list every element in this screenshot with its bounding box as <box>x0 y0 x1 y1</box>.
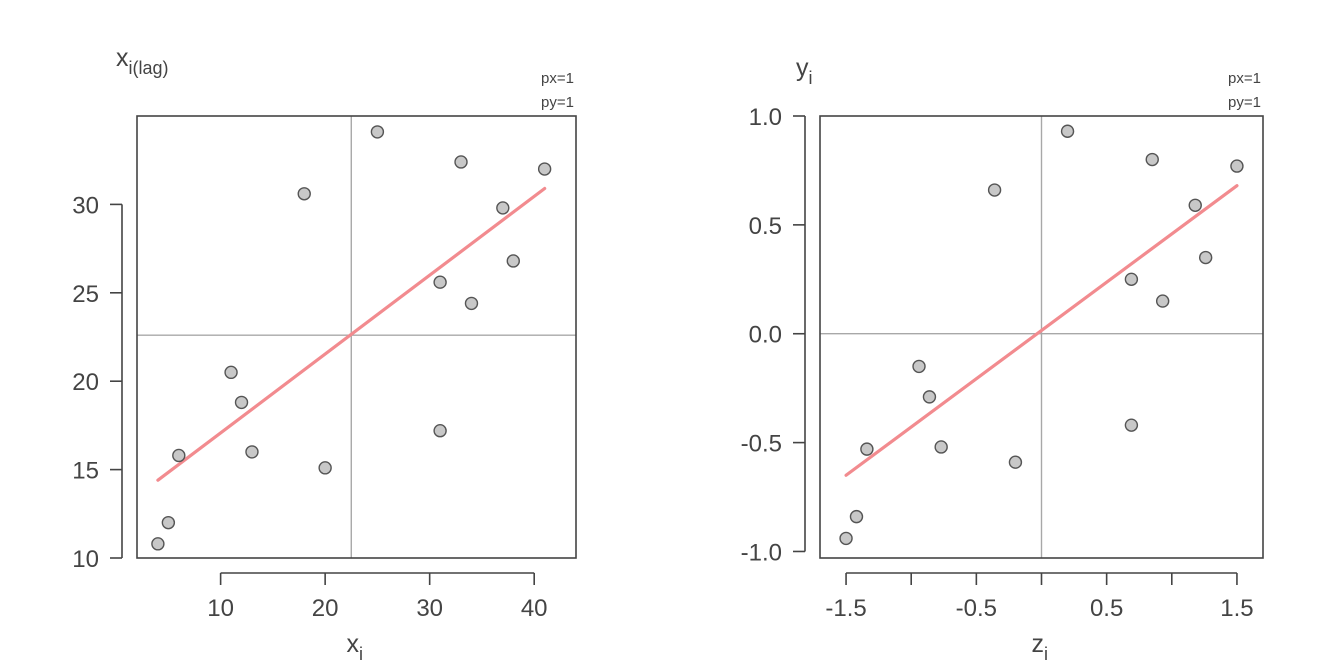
data-point <box>860 442 874 456</box>
y-axis-title-sub: i(lag) <box>129 58 169 78</box>
data-point <box>245 445 259 459</box>
data-point <box>433 275 447 289</box>
x-axis-title: zi <box>1032 630 1049 664</box>
x-tick-label: -0.5 <box>956 595 997 622</box>
data-point <box>297 187 311 201</box>
x-tick-label: 1.5 <box>1220 595 1253 622</box>
data-point <box>224 365 238 380</box>
data-point <box>1060 124 1075 138</box>
data-point <box>318 461 332 475</box>
x-axis-title-sub: i <box>359 644 363 664</box>
x-tick-label: -1.5 <box>825 595 866 622</box>
fit-line <box>844 184 1239 477</box>
y-tick-label: 20 <box>72 369 99 396</box>
data-point <box>506 254 520 268</box>
x-axis-title-main: x <box>347 630 360 658</box>
fit-line <box>156 186 547 482</box>
data-point <box>537 162 552 176</box>
y-tick-label: 30 <box>72 192 99 219</box>
data-point <box>849 509 864 524</box>
y-axis-title: yi <box>796 54 813 88</box>
y-tick-label: 10 <box>72 546 99 573</box>
x-axis: -1.5 -0.5 0.5 1.5 <box>825 572 1254 622</box>
data-point <box>496 201 510 215</box>
data-point <box>464 296 479 311</box>
data-point <box>1124 418 1139 432</box>
x-tick-label: 40 <box>521 595 548 622</box>
data-point <box>1155 294 1170 308</box>
x-tick-label: 20 <box>312 595 339 622</box>
data-points <box>151 125 552 551</box>
data-point <box>934 440 948 454</box>
data-point <box>151 537 165 551</box>
y-axis-title: xi(lag) <box>116 44 169 78</box>
data-point <box>1230 159 1244 173</box>
y-tick-label: 0.5 <box>749 213 782 240</box>
y-tick-label: 0.0 <box>749 322 782 349</box>
plot-frame <box>819 115 1264 559</box>
y-axis-title-main: y <box>796 54 809 82</box>
corner-label: py=1 <box>1228 94 1261 111</box>
plot-frame <box>136 115 577 559</box>
corner-label: px=1 <box>1228 70 1261 87</box>
data-point <box>1188 198 1202 212</box>
data-point <box>1124 272 1139 287</box>
data-point <box>912 359 926 374</box>
data-point <box>922 390 937 404</box>
data-point <box>454 155 468 169</box>
corner-label: py=1 <box>541 94 574 111</box>
y-tick-label: 15 <box>72 458 99 485</box>
data-point <box>1198 250 1213 265</box>
data-points <box>839 124 1244 546</box>
x-tick-label: 10 <box>207 595 234 622</box>
y-axis-title-sub: i <box>809 68 813 88</box>
corner-label: px=1 <box>541 70 574 87</box>
data-point <box>234 395 249 410</box>
data-point <box>172 448 186 463</box>
data-point <box>1145 152 1159 167</box>
y-axis: 10 15 20 25 30 <box>72 192 123 573</box>
x-tick-label: 0.5 <box>1090 595 1123 622</box>
x-axis-title: xi <box>347 630 364 664</box>
y-tick-label: 1.0 <box>749 104 782 131</box>
data-point <box>839 531 853 546</box>
data-point <box>987 183 1002 197</box>
panel-2: -1.5 -0.5 0.5 1.5 -1.0 -0.5 0.0 0.5 1.0 px=1 py=1 y… <box>741 54 1264 664</box>
x-axis-title-main: z <box>1032 630 1045 658</box>
y-tick-label: 25 <box>72 281 99 308</box>
data-point <box>370 125 385 139</box>
x-axis: 10 20 30 40 <box>207 572 548 622</box>
y-tick-label: -0.5 <box>741 431 782 458</box>
y-axis-title-main: x <box>116 44 129 72</box>
x-tick-label: 30 <box>416 595 443 622</box>
data-point <box>433 424 447 438</box>
x-axis-title-sub: i <box>1044 644 1048 664</box>
y-tick-label: -1.0 <box>741 539 782 566</box>
y-axis: -1.0 -0.5 0.0 0.5 1.0 <box>741 104 806 566</box>
data-point <box>161 515 176 530</box>
data-point <box>1008 455 1023 469</box>
